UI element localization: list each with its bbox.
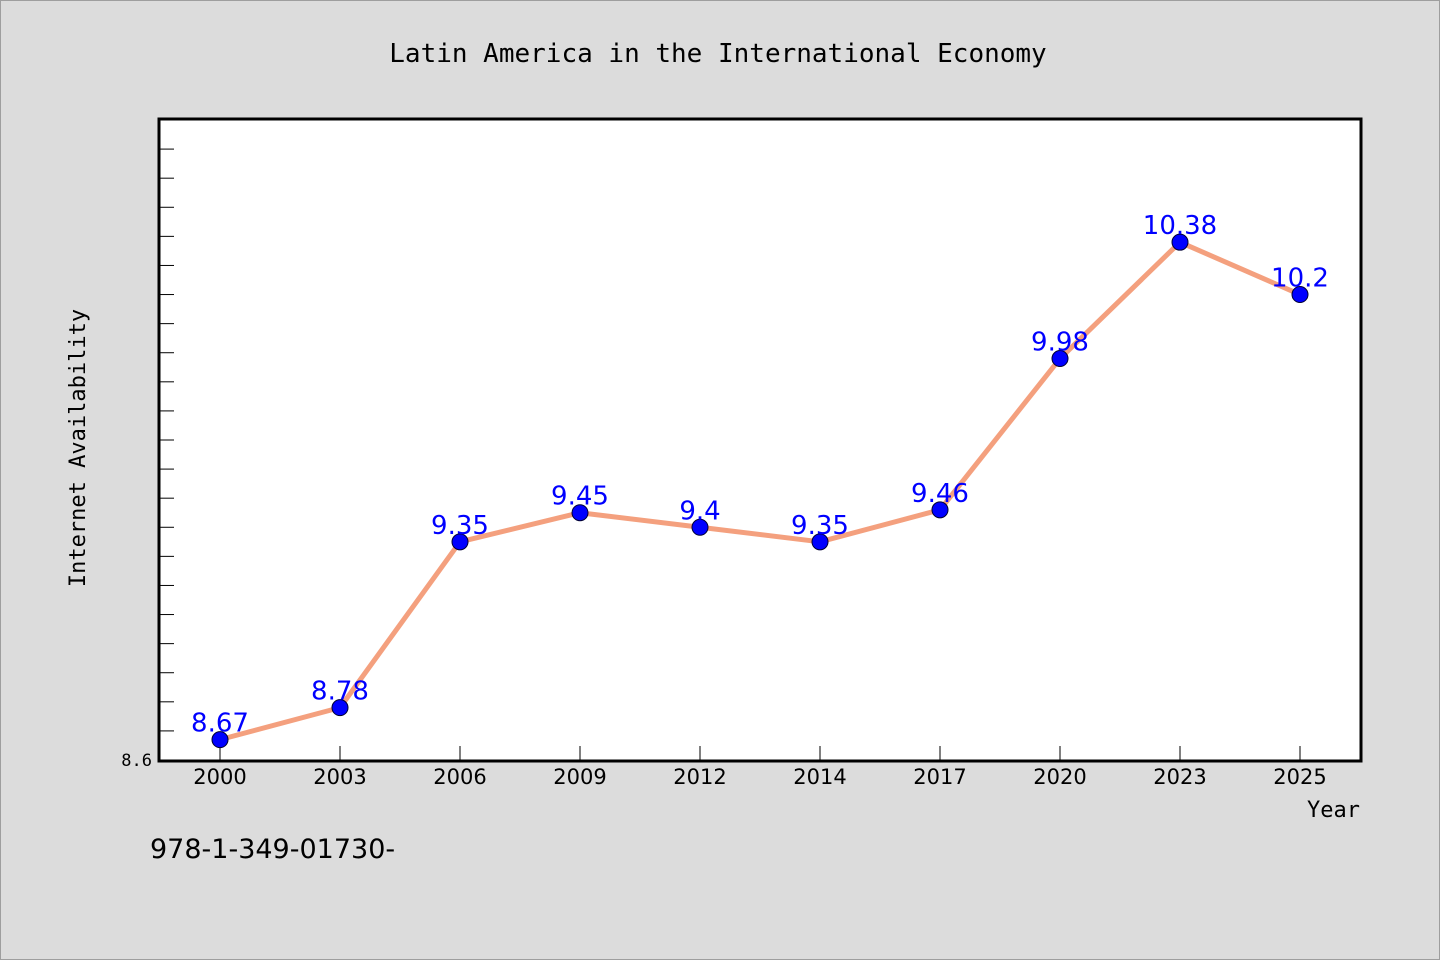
y-tick-label: 8.6 bbox=[121, 751, 152, 771]
data-point bbox=[1051, 350, 1069, 368]
x-tick-label: 2009 bbox=[553, 765, 606, 789]
data-point bbox=[451, 533, 469, 551]
x-tick-label: 2025 bbox=[1273, 765, 1326, 789]
data-label: 10.38 bbox=[1143, 211, 1217, 241]
data-point bbox=[691, 518, 709, 536]
x-axis-ticks bbox=[219, 746, 1301, 760]
footer-isbn-text: 978-1-349-01730- bbox=[150, 834, 396, 865]
data-label: 9.46 bbox=[911, 479, 969, 509]
series-line bbox=[217, 239, 1303, 743]
series-markers bbox=[211, 233, 1309, 749]
data-label: 8.78 bbox=[311, 677, 369, 707]
y-axis-label: Internet Availability bbox=[66, 309, 91, 587]
x-tick-label: 2023 bbox=[1153, 765, 1206, 789]
x-tick-label: 2000 bbox=[193, 765, 246, 789]
x-axis-tick-labels: 2000 2003 2006 2009 2012 2014 2017 2020 2023 2025 bbox=[193, 765, 1326, 789]
data-point bbox=[1171, 233, 1189, 251]
data-labels: 8.67 8.78 9.35 9.45 9.4 9.35 9.46 9.98 10.38 10.2 bbox=[191, 211, 1329, 738]
data-point bbox=[571, 504, 589, 522]
data-label: 8.67 bbox=[191, 709, 249, 739]
x-tick-label: 2020 bbox=[1033, 765, 1086, 789]
data-point bbox=[331, 699, 349, 717]
x-tick-label: 2017 bbox=[913, 765, 966, 789]
y-axis-tick-labels: 8.6 bbox=[121, 751, 152, 771]
x-tick-label: 2014 bbox=[793, 765, 846, 789]
data-point bbox=[211, 731, 229, 749]
data-point bbox=[811, 533, 829, 551]
data-label: 9.4 bbox=[679, 496, 720, 526]
y-axis-ticks bbox=[160, 148, 174, 732]
data-label: 9.35 bbox=[431, 511, 489, 541]
data-point bbox=[931, 501, 949, 519]
data-point bbox=[1291, 286, 1309, 304]
data-label: 10.2 bbox=[1271, 264, 1329, 294]
data-label: 9.35 bbox=[791, 511, 849, 541]
x-axis-label: Year bbox=[1307, 798, 1360, 823]
x-tick-label: 2012 bbox=[673, 765, 726, 789]
x-tick-label: 2003 bbox=[313, 765, 366, 789]
plot-area bbox=[157, 117, 1363, 763]
data-label: 9.45 bbox=[551, 482, 609, 512]
data-label: 9.98 bbox=[1031, 328, 1089, 358]
x-tick-label: 2006 bbox=[433, 765, 486, 789]
chart-title: Latin America in the International Econo… bbox=[389, 39, 1046, 69]
